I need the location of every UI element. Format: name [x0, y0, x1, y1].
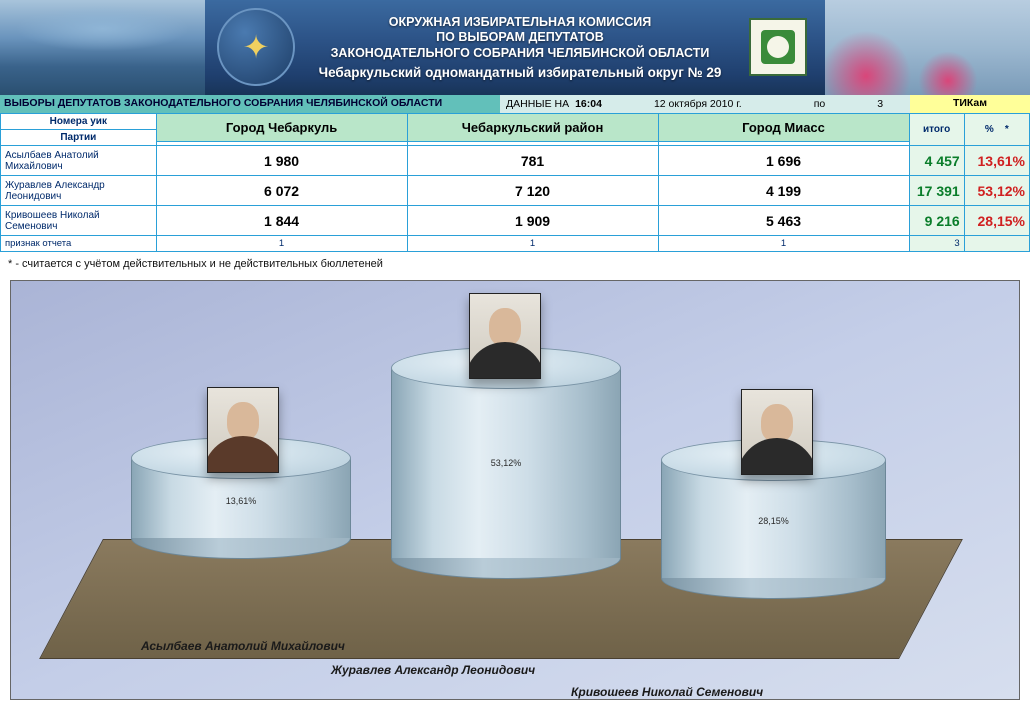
hdr-pct: % *	[964, 114, 1029, 146]
portrait-1	[469, 293, 541, 379]
emblem-right	[739, 8, 817, 86]
hdr-uik: Номера уик	[1, 114, 156, 130]
region-0: Город Чебаркуль	[156, 114, 407, 142]
strip-count: 3	[877, 98, 883, 110]
hdr-total: итого	[909, 114, 964, 146]
strip-po: по	[814, 98, 826, 110]
region-2: Город Миасс	[658, 114, 909, 142]
cand2-v2: 5 463	[658, 206, 909, 236]
region-1: Чебаркульский район	[407, 114, 658, 142]
table-row: Асылбаев Анатолий Михайлович 1 980 781 1…	[1, 146, 1030, 176]
info-strip: ВЫБОРЫ ДЕПУТАТОВ ЗАКОНОДАТЕЛЬНОГО СОБРАН…	[0, 95, 1030, 113]
cand2-sum: 9 216	[909, 206, 964, 236]
banner-line1: ОКРУЖНАЯ ИЗБИРАТЕЛЬНАЯ КОМИССИЯ	[315, 15, 725, 31]
strip-time: 16:04	[575, 98, 602, 110]
seal-icon: ✦	[217, 8, 295, 86]
hdr-party: Партии	[1, 130, 156, 145]
table-row: Журавлев Александр Леонидович 6 072 7 12…	[1, 176, 1030, 206]
cand-name-1: Журавлев Александр Леонидович	[1, 176, 157, 206]
cylinder-1: 53,12%	[391, 347, 621, 579]
cand0-v0: 1 980	[156, 146, 407, 176]
cand0-v2: 1 696	[658, 146, 909, 176]
cyl-pct-0: 13,61%	[131, 496, 351, 506]
cand2-pct: 28,15%	[964, 206, 1029, 236]
strip-date: 12 октября 2010 г.	[654, 98, 742, 110]
cand1-pct: 53,12%	[964, 176, 1029, 206]
strip-tik: ТИКам	[910, 95, 1030, 113]
cand0-pct: 13,61%	[964, 146, 1029, 176]
banner-photo-left	[0, 0, 205, 95]
cand2-v1: 1 909	[407, 206, 658, 236]
strip-data-label: ДАННЫЕ НА	[506, 98, 569, 110]
footnote: * - считается с учётом действительных и …	[0, 252, 1030, 276]
portrait-2	[741, 389, 813, 475]
cand1-v2: 4 199	[658, 176, 909, 206]
strip-title: ВЫБОРЫ ДЕПУТАТОВ ЗАКОНОДАТЕЛЬНОГО СОБРАН…	[0, 95, 500, 113]
flag-0: 1	[156, 236, 407, 252]
header-banner: ✦ ОКРУЖНАЯ ИЗБИРАТЕЛЬНАЯ КОМИССИЯ ПО ВЫБ…	[0, 0, 1030, 95]
chart-label-2: Кривошеев Николай Семенович	[571, 685, 763, 699]
banner-line2: ПО ВЫБОРАМ ДЕПУТАТОВ	[315, 30, 725, 46]
cand2-v0: 1 844	[156, 206, 407, 236]
cand1-v0: 6 072	[156, 176, 407, 206]
chart-label-0: Асылбаев Анатолий Михайлович	[141, 639, 345, 653]
cyl-pct-1: 53,12%	[391, 458, 621, 468]
coat-of-arms-icon	[749, 18, 807, 76]
cand1-v1: 7 120	[407, 176, 658, 206]
flag-2: 1	[658, 236, 909, 252]
banner-line3: ЗАКОНОДАТЕЛЬНОГО СОБРАНИЯ ЧЕЛЯБИНСКОЙ ОБ…	[315, 46, 725, 62]
portrait-0	[207, 387, 279, 473]
cyl-pct-2: 28,15%	[661, 516, 886, 526]
flag-1: 1	[407, 236, 658, 252]
strip-mid: ДАННЫЕ НА 16:04 12 октября 2010 г. по 3	[500, 95, 910, 113]
banner-photo-right	[825, 0, 1030, 95]
banner-center: ✦ ОКРУЖНАЯ ИЗБИРАТЕЛЬНАЯ КОМИССИЯ ПО ВЫБ…	[205, 0, 825, 95]
flag-sum: 3	[909, 236, 964, 252]
results-table: Номера уик Партии Город Чебаркуль Чебарк…	[0, 113, 1030, 252]
banner-sub: Чебаркульский одномандатный избирательны…	[315, 65, 725, 80]
cand1-sum: 17 391	[909, 176, 964, 206]
cand0-v1: 781	[407, 146, 658, 176]
cand-name-0: Асылбаев Анатолий Михайлович	[1, 146, 157, 176]
flag-row: признак отчета 1 1 1 3	[1, 236, 1030, 252]
flag-label: признак отчета	[1, 236, 157, 252]
chart-area: 13,61% Асылбаев Анатолий Михайлович 53,12%…	[10, 280, 1020, 700]
chart-label-1: Журавлев Александр Леонидович	[331, 663, 535, 677]
table-row: Кривошеев Николай Семенович 1 844 1 909 …	[1, 206, 1030, 236]
cand0-sum: 4 457	[909, 146, 964, 176]
table-header-row: Номера уик Партии Город Чебаркуль Чебарк…	[1, 114, 1030, 142]
emblem-left: ✦	[217, 8, 295, 86]
cand-name-2: Кривошеев Николай Семенович	[1, 206, 157, 236]
